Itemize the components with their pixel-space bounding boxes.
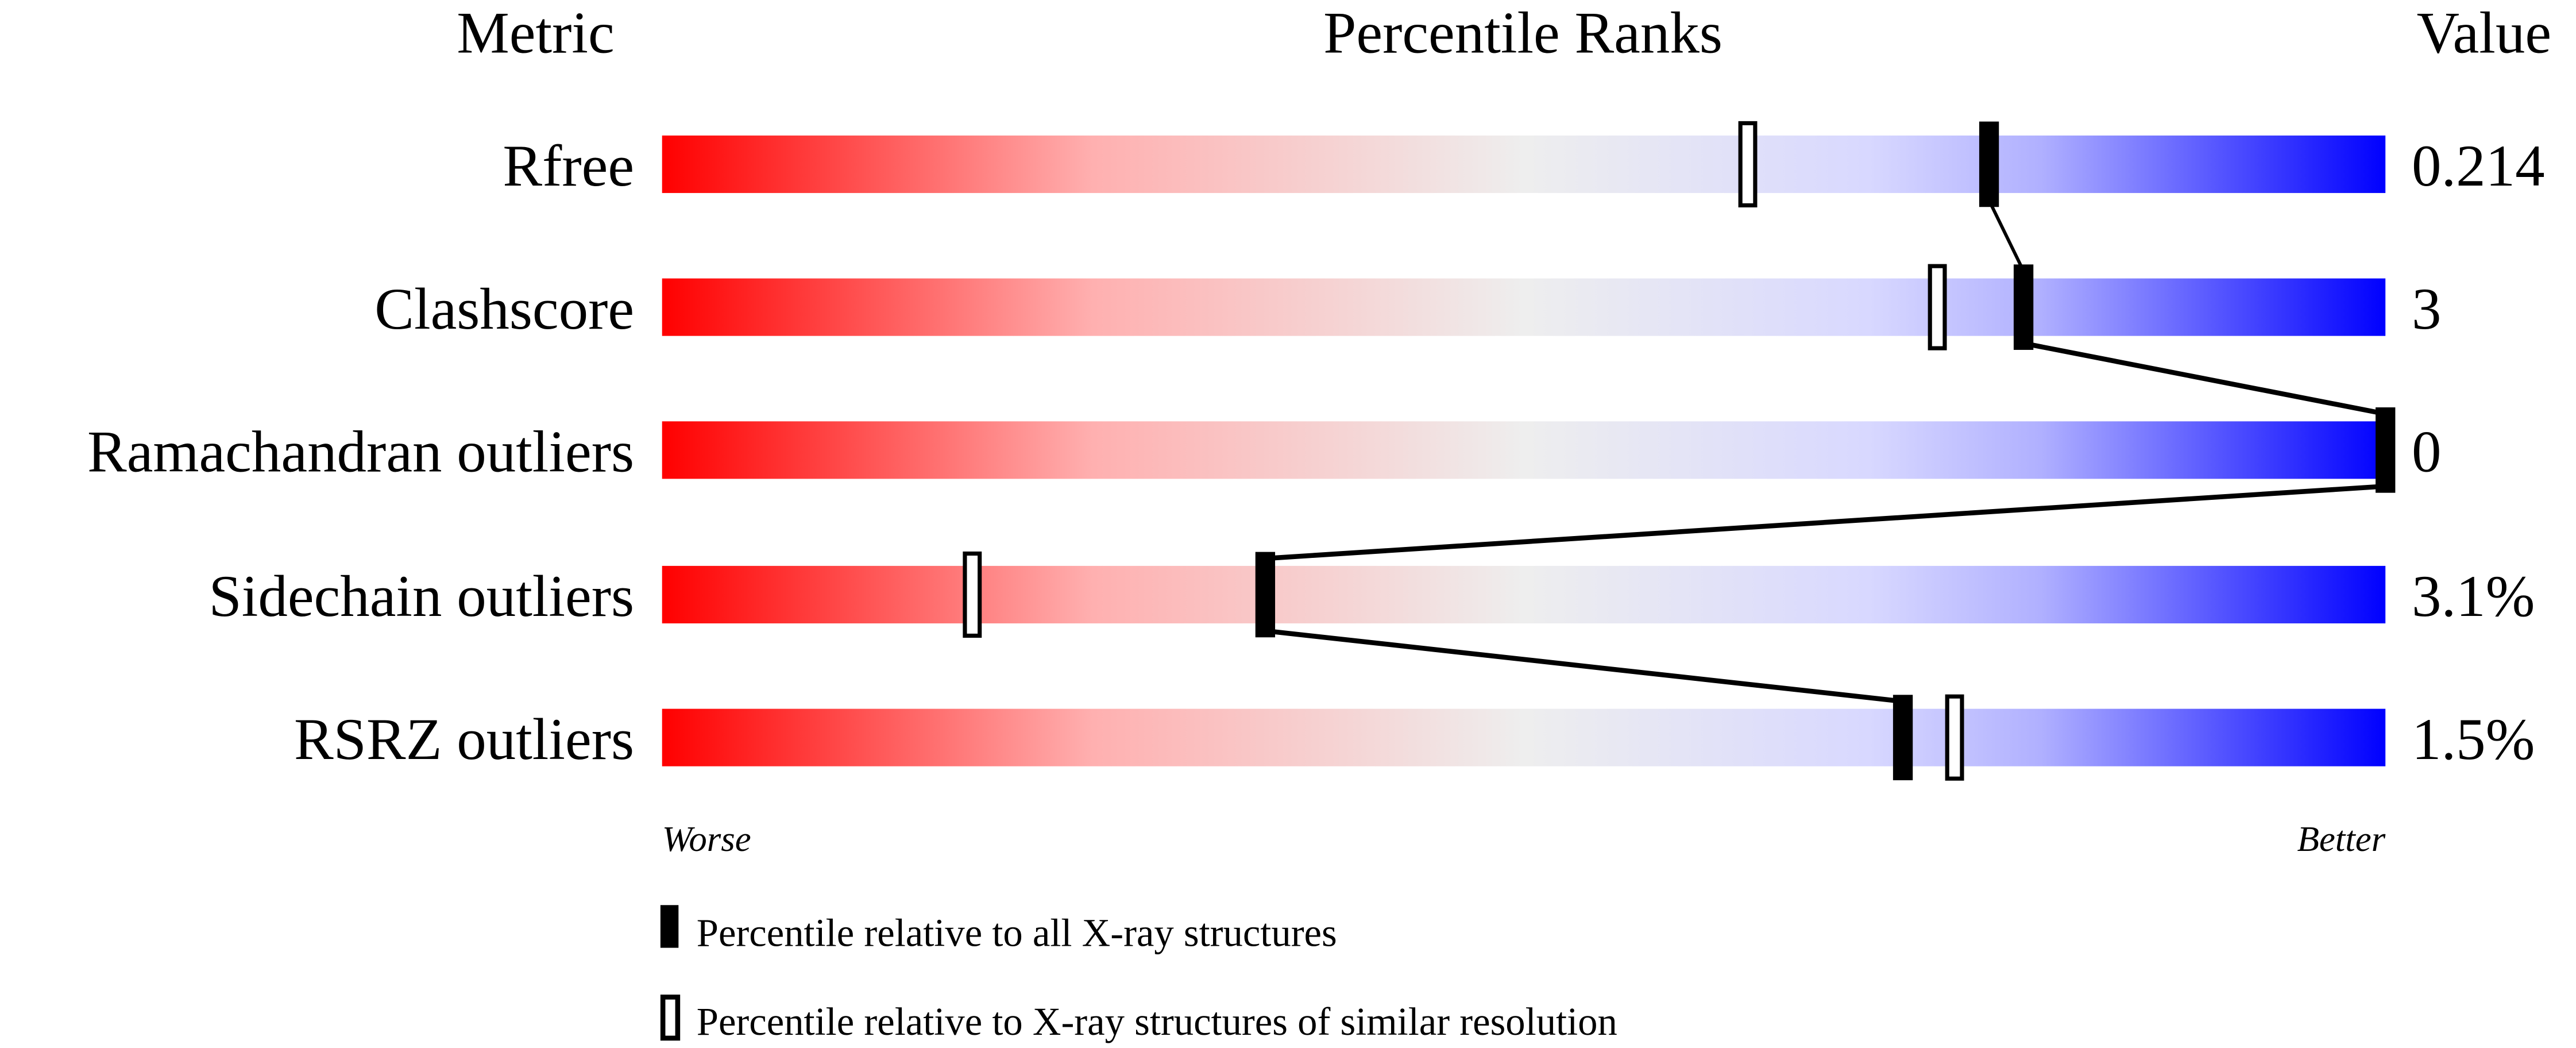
percentile-bar xyxy=(662,708,2386,766)
percentile-bar xyxy=(662,421,2386,479)
metric-value: 0.214 xyxy=(2412,133,2545,199)
similar-resolution-marker xyxy=(1928,264,1947,350)
metric-value: 0 xyxy=(2412,419,2441,485)
legend-open-marker-icon xyxy=(660,995,681,1041)
all-structures-connector-line xyxy=(2023,341,2386,417)
all-structures-marker xyxy=(1979,121,1999,207)
metric-label: Rfree xyxy=(503,133,634,199)
all-structures-connector-line xyxy=(1265,628,1903,704)
all-structures-connector-line xyxy=(1987,199,2025,272)
all-structures-marker xyxy=(2376,407,2396,493)
metric-label: RSRZ outliers xyxy=(294,707,634,772)
header-metric: Metric xyxy=(457,1,614,66)
all-structures-marker xyxy=(1893,695,1913,780)
similar-resolution-marker xyxy=(1945,694,1964,781)
similar-resolution-marker xyxy=(1738,121,1758,207)
axis-better-label: Better xyxy=(2297,819,2385,859)
metric-label: Sidechain outliers xyxy=(208,564,634,629)
metric-label: Clashscore xyxy=(374,276,634,342)
metric-value: 3.1% xyxy=(2412,564,2535,629)
all-structures-connector-line xyxy=(1265,483,2386,561)
header-value: Value xyxy=(2417,1,2551,66)
metric-value: 1.5% xyxy=(2412,707,2535,772)
percentile-bar xyxy=(662,565,2386,623)
all-structures-marker xyxy=(1255,552,1276,638)
metric-value: 3 xyxy=(2412,276,2441,342)
percentile-bar xyxy=(662,135,2386,193)
header-percentile-ranks: Percentile Ranks xyxy=(1323,1,1723,66)
legend-filled-marker-icon xyxy=(660,905,679,948)
legend-all-label: Percentile relative to all X-ray structu… xyxy=(697,911,1337,955)
metric-label: Ramachandran outliers xyxy=(87,419,634,485)
legend-similar-label: Percentile relative to X-ray structures … xyxy=(697,1000,1617,1043)
all-structures-marker xyxy=(2013,264,2034,350)
similar-resolution-marker xyxy=(963,551,982,638)
axis-worse-label: Worse xyxy=(662,819,751,859)
percentile-bar xyxy=(662,278,2386,336)
